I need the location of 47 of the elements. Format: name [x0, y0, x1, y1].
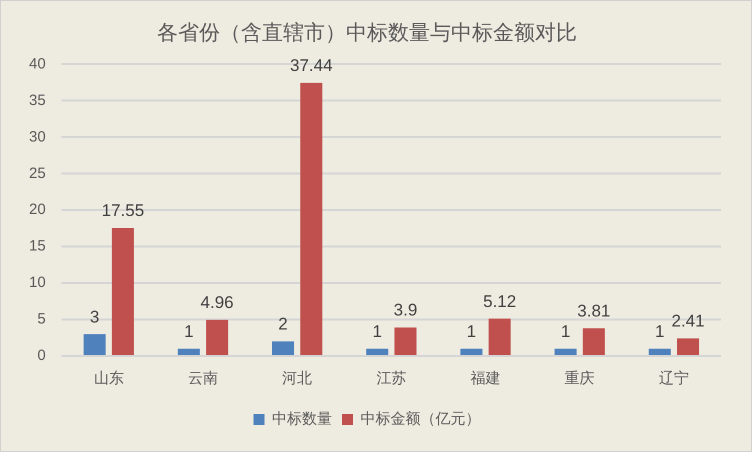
data-label: 4.96 [200, 293, 234, 312]
bar [272, 341, 294, 355]
bar [677, 338, 700, 355]
data-label: 1 [560, 322, 570, 341]
data-label: 3.81 [577, 301, 610, 320]
data-label: 1 [184, 322, 194, 341]
y-tick-label: 35 [28, 92, 46, 109]
y-tick-label: 40 [28, 55, 46, 72]
bar [84, 334, 106, 355]
legend-label: 中标金额（亿元） [360, 410, 480, 428]
y-tick-label: 10 [28, 274, 46, 292]
legend-label: 中标数量 [272, 410, 332, 428]
bar [488, 318, 511, 355]
data-label: 37.44 [290, 56, 333, 76]
bar [648, 348, 671, 355]
x-tick-label: 福建 [470, 370, 501, 388]
bar [366, 348, 388, 355]
data-label: 3.9 [394, 300, 418, 320]
data-label: 2.41 [671, 312, 705, 331]
y-tick-label: 15 [28, 238, 46, 255]
y-tick-label: 0 [37, 347, 46, 364]
data-label: 17.55 [102, 201, 144, 220]
data-label: 1 [466, 322, 476, 341]
data-label: 1 [372, 322, 382, 341]
x-tick-label: 重庆 [564, 370, 595, 388]
y-tick-label: 5 [37, 310, 46, 328]
bar [582, 328, 605, 355]
bar [178, 348, 200, 355]
bar [460, 348, 482, 355]
y-tick-label: 25 [28, 164, 46, 182]
x-tick-label: 山东 [94, 370, 124, 388]
x-tick-label: 云南 [188, 370, 218, 388]
bar [394, 328, 416, 355]
chart-title: 各省份（含直辖市）中标数量与中标金额对比 [157, 21, 577, 44]
bar [206, 320, 228, 355]
data-label: 1 [655, 322, 665, 341]
x-tick-label: 辽宁 [658, 370, 689, 388]
x-tick-label: 河北 [282, 370, 312, 388]
bar [112, 228, 134, 355]
bar [300, 82, 322, 355]
y-tick-label: 20 [28, 201, 46, 218]
bar [554, 348, 577, 355]
y-tick-label: 30 [28, 128, 46, 146]
data-label: 3 [90, 307, 100, 326]
data-label: 2 [278, 314, 288, 334]
data-label: 5.12 [483, 292, 516, 311]
x-tick-label: 江苏 [376, 370, 406, 388]
